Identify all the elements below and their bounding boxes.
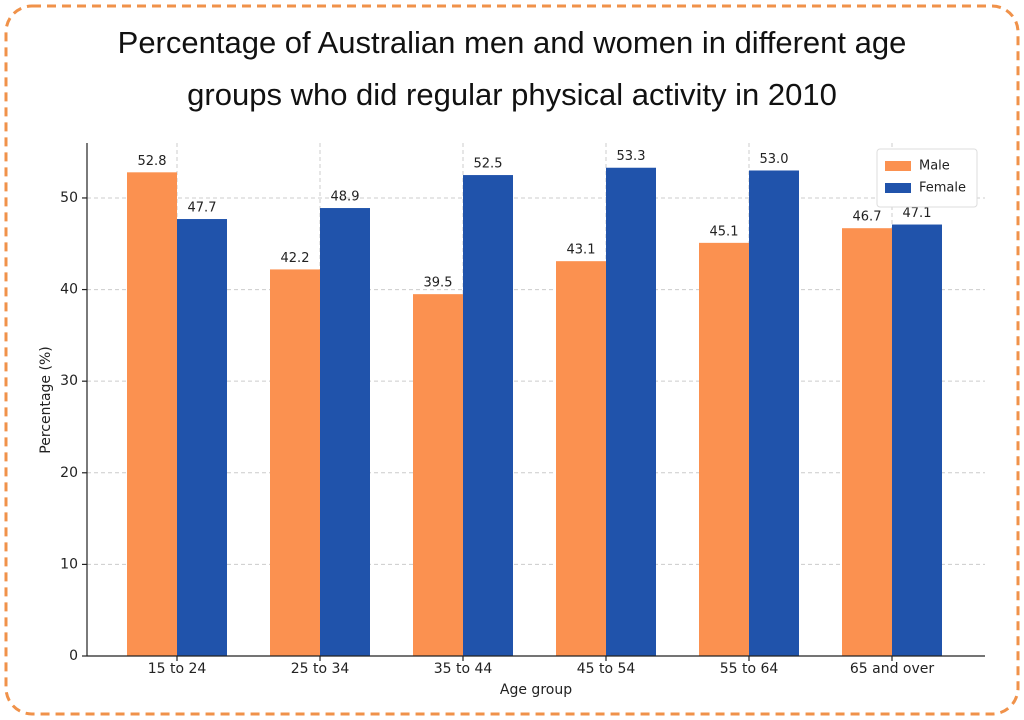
value-label: 39.5	[424, 276, 453, 291]
value-label: 52.5	[474, 157, 503, 172]
x-tick-label: 65 and over	[850, 661, 935, 677]
value-label: 47.7	[188, 201, 217, 216]
value-label: 52.8	[138, 154, 167, 169]
bar	[413, 294, 463, 656]
y-tick-label: 10	[60, 556, 78, 572]
y-tick-label: 0	[69, 648, 78, 664]
value-label: 53.0	[760, 152, 789, 167]
x-tick-label: 15 to 24	[148, 661, 207, 677]
bar	[842, 228, 892, 656]
x-tick-label: 55 to 64	[720, 661, 779, 677]
bar	[463, 175, 513, 656]
value-label: 42.2	[281, 251, 310, 266]
bar	[606, 167, 656, 656]
bar	[177, 219, 227, 656]
y-tick-label: 50	[60, 190, 78, 206]
bar	[270, 269, 320, 656]
legend-swatch	[885, 183, 911, 193]
x-tick-label: 35 to 44	[434, 661, 493, 677]
value-label: 47.1	[903, 206, 932, 221]
value-label: 45.1	[710, 224, 739, 239]
legend-label: Female	[919, 181, 966, 196]
y-axis-label: Percentage (%)	[38, 346, 54, 453]
y-tick-label: 40	[60, 282, 78, 298]
bar	[320, 208, 370, 656]
bar	[699, 242, 749, 656]
x-axis-label: Age group	[500, 682, 572, 698]
bar	[749, 170, 799, 656]
bar	[892, 224, 942, 657]
legend-swatch	[885, 161, 911, 171]
bar	[127, 172, 177, 657]
chart-title: groups who did regular physical activity…	[187, 77, 837, 112]
y-tick-label: 30	[60, 373, 78, 389]
value-label: 48.9	[331, 190, 360, 205]
chart-title: Percentage of Australian men and women i…	[118, 25, 907, 60]
y-tick-label: 20	[60, 465, 78, 481]
value-label: 46.7	[853, 210, 882, 225]
value-label: 53.3	[617, 149, 646, 164]
x-tick-label: 45 to 54	[577, 661, 636, 677]
bar	[556, 261, 606, 656]
value-label: 43.1	[567, 243, 596, 258]
frame	[4, 4, 1020, 716]
legend-label: Male	[919, 159, 950, 174]
x-tick-label: 25 to 34	[291, 661, 350, 677]
